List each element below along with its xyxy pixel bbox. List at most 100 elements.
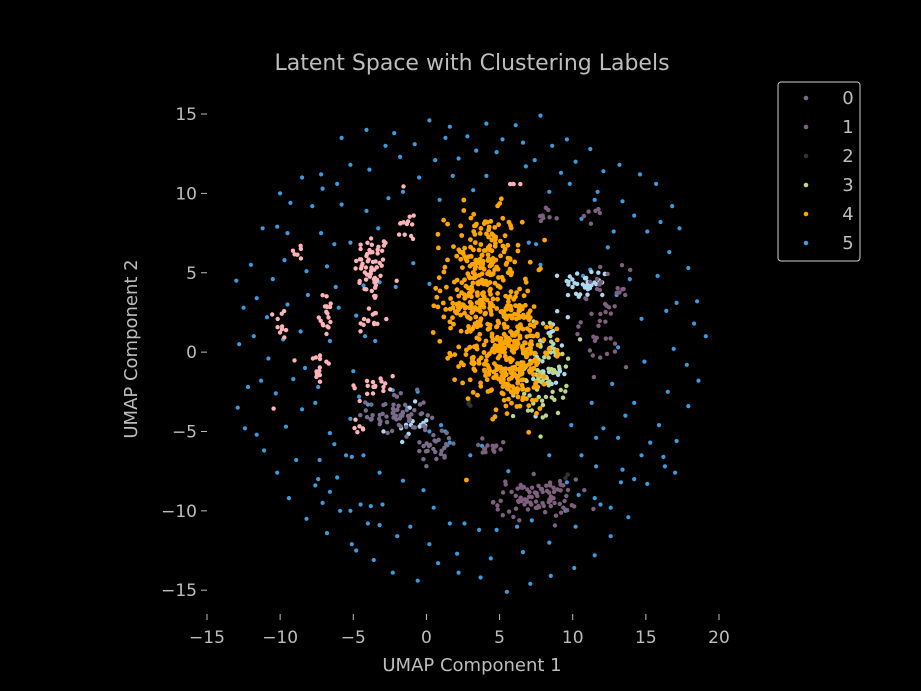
cluster-4-point-1312 <box>483 373 488 378</box>
cluster-3-point-796 <box>510 413 516 419</box>
cluster-5-point-185 <box>412 142 417 147</box>
cluster-0-point-480 <box>381 402 386 408</box>
cluster-4-point-1285 <box>519 386 525 392</box>
cluster-1-point-691 <box>584 296 589 302</box>
cluster-5-point-196 <box>291 377 296 382</box>
cluster-1-point-702 <box>476 442 481 448</box>
cluster-5-point-40 <box>504 589 509 594</box>
cluster-5-point-88 <box>264 315 270 320</box>
cluster-5-point-41 <box>478 575 483 580</box>
cluster-5-point-192 <box>601 169 606 174</box>
cluster-1-point-683 <box>603 336 608 341</box>
cluster-4-point-1363 <box>498 309 504 315</box>
cluster-3-point-792 <box>546 355 551 360</box>
pink-point-317 <box>270 312 275 317</box>
x-tick-label: −10 <box>262 628 298 648</box>
cluster-4-point-1265 <box>515 341 521 347</box>
cluster-1-point-718 <box>546 207 551 213</box>
lightblue-point-415 <box>575 281 580 287</box>
cluster-0-point-536 <box>444 430 449 436</box>
cluster-5-point-156 <box>576 492 581 498</box>
cluster-1-point-591 <box>525 487 530 492</box>
pink-point-362 <box>365 391 370 396</box>
cluster-4-point-1335 <box>492 414 498 420</box>
cluster-1-point-668 <box>589 311 594 316</box>
cluster-4-point-1104 <box>534 411 539 416</box>
cluster-4-point-1255 <box>513 331 518 337</box>
cluster-4-point-1382 <box>469 355 475 361</box>
cluster-4-point-1411 <box>456 293 462 299</box>
cluster-4-point-1391 <box>527 341 533 347</box>
lightblue-point-408 <box>576 294 581 299</box>
cluster-4-point-972 <box>466 274 472 279</box>
cluster-1-point-620 <box>548 503 553 509</box>
cluster-3-point-815 <box>546 366 551 371</box>
cluster-5-point-173 <box>632 213 637 218</box>
cluster-0-point-548 <box>417 448 422 454</box>
cluster-5-point-51 <box>275 470 280 475</box>
cluster-5-point-101 <box>639 316 644 321</box>
cluster-4-point-973 <box>447 319 453 325</box>
y-tick-label: 5 <box>186 264 197 284</box>
cluster-4-point-1008 <box>475 260 480 266</box>
cluster-1-point-562 <box>511 514 516 520</box>
cluster-4-point-1283 <box>484 377 490 383</box>
cluster-4-point-924 <box>515 242 521 248</box>
pink-point-336 <box>365 318 371 324</box>
cluster-1-point-584 <box>561 505 566 510</box>
cluster-5-point-214 <box>319 231 324 236</box>
cluster-5-point-49 <box>304 516 309 521</box>
lightblue-point-461 <box>412 399 418 404</box>
lightblue-point-426 <box>566 279 571 284</box>
cluster-0-point-522 <box>384 414 389 419</box>
lightblue-point-407 <box>570 277 575 282</box>
cluster-5-point-94 <box>437 197 442 202</box>
cluster-5-point-37 <box>572 565 577 571</box>
cluster-5-point-132 <box>427 429 432 434</box>
cluster-4-point-923 <box>435 231 441 237</box>
legend-label-4: 4 <box>842 204 853 225</box>
lightblue-point-444 <box>531 376 536 382</box>
cluster-4-point-1320 <box>535 331 540 337</box>
cluster-5-point-228 <box>506 469 511 474</box>
cluster-0-point-540 <box>439 448 444 453</box>
pink-point-387 <box>360 427 366 432</box>
cluster-1-point-675 <box>621 286 626 292</box>
cluster-4-point-1375 <box>510 357 515 363</box>
cluster-4-point-937 <box>472 240 478 246</box>
cluster-5-point-73 <box>598 502 603 507</box>
cluster-0-point-551 <box>442 445 447 451</box>
cluster-5-point-18 <box>538 113 543 118</box>
pink-point-304 <box>316 315 321 320</box>
cluster-3-point-759 <box>560 395 566 400</box>
pink-point-287 <box>368 271 373 276</box>
cluster-4-point-885 <box>445 221 450 227</box>
cluster-4-point-1291 <box>498 379 504 385</box>
cluster-4-point-951 <box>486 224 492 230</box>
x-tick-label: 0 <box>421 628 432 648</box>
cluster-4-point-1362 <box>541 337 547 343</box>
cluster-0-point-529 <box>405 413 411 419</box>
cluster-4-point-1348 <box>504 381 509 387</box>
y-tick-label: −10 <box>161 502 197 522</box>
cluster-1-point-658 <box>578 320 583 325</box>
cluster-4-point-1364 <box>474 335 480 341</box>
cluster-5-point-211 <box>327 338 332 344</box>
pink-point-280 <box>359 257 364 262</box>
cluster-5-point-3 <box>245 384 251 390</box>
pink-point-383 <box>357 424 362 429</box>
cluster-0-point-515 <box>368 417 373 422</box>
cluster-5-point-172 <box>658 219 663 225</box>
cluster-4-point-1247 <box>511 338 517 344</box>
pink-point-296 <box>325 311 330 316</box>
cluster-4-point-1386 <box>483 338 489 344</box>
cluster-5-point-20 <box>588 146 593 152</box>
cluster-1-point-644 <box>565 487 571 493</box>
cluster-4-point-1113 <box>524 334 530 339</box>
pink-point-285 <box>363 277 369 282</box>
cluster-0-point-478 <box>363 400 368 405</box>
cluster-4-point-1442 <box>466 315 471 320</box>
cluster-5-point-25 <box>677 226 682 231</box>
pink-point-390 <box>508 181 513 187</box>
cluster-4-point-1011 <box>497 201 503 206</box>
